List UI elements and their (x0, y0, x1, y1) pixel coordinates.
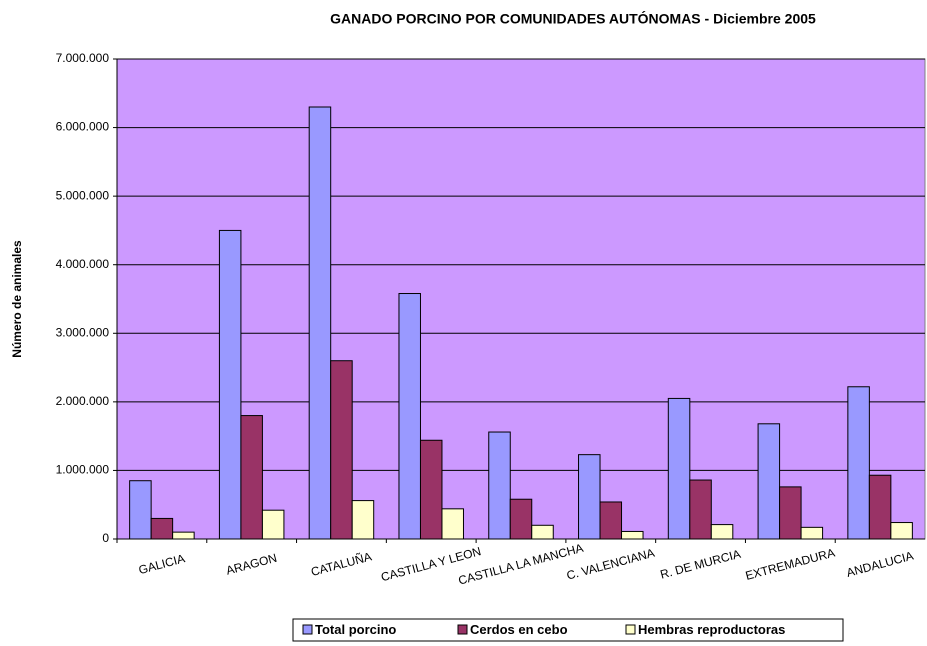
legend-label: Cerdos en cebo (470, 622, 568, 637)
y-tick-label: 1.000.000 (56, 463, 110, 477)
y-tick-label: 5.000.000 (56, 188, 110, 202)
y-tick-label: 4.000.000 (56, 257, 110, 271)
chart-title: GANADO PORCINO POR COMUNIDADES AUTÓNOMAS… (330, 10, 816, 27)
bar (710, 524, 734, 540)
x-tick-label: CATALUÑA (309, 549, 373, 579)
bar (890, 522, 913, 540)
bar (847, 386, 870, 540)
bar (172, 531, 195, 540)
x-tick-label: R. DE MURCIA (659, 547, 742, 582)
bar (667, 397, 691, 540)
y-tick-label: 6.000.000 (56, 120, 110, 134)
bar (757, 423, 781, 540)
bar (261, 509, 285, 540)
bar (218, 229, 242, 540)
bar (330, 360, 353, 540)
legend-swatch (625, 624, 636, 635)
y-tick-label: 7.000.000 (56, 51, 110, 65)
bar (599, 501, 623, 540)
x-tick-label: EXTREMADURA (744, 546, 837, 583)
legend-box (292, 618, 844, 642)
x-tick-label: ARAGON (225, 551, 279, 578)
bar (129, 480, 152, 540)
bar (419, 439, 443, 540)
bar (509, 498, 533, 540)
x-tick-label: ANDALUCIA (845, 549, 915, 580)
bar (779, 486, 802, 540)
bar (308, 106, 332, 540)
bar (240, 415, 263, 540)
bar (689, 479, 712, 540)
bar (578, 454, 601, 540)
bar (150, 517, 174, 540)
bar (398, 293, 421, 540)
y-tick-label: 0 (102, 531, 109, 545)
legend-label: Total porcino (315, 622, 396, 637)
bar (800, 526, 824, 540)
legend-label: Hembras reproductoras (638, 622, 785, 637)
y-tick-label: 3.000.000 (56, 325, 110, 339)
bar (488, 431, 511, 540)
bar (868, 474, 892, 540)
y-axis-title: Número de animales (10, 240, 24, 358)
bar (531, 524, 554, 540)
bar (351, 500, 375, 540)
legend-swatch (457, 624, 468, 635)
bar (441, 508, 464, 540)
y-tick-label: 2.000.000 (56, 394, 110, 408)
x-tick-label: GALICIA (137, 551, 186, 577)
bar (621, 530, 644, 540)
legend-swatch (302, 624, 313, 635)
